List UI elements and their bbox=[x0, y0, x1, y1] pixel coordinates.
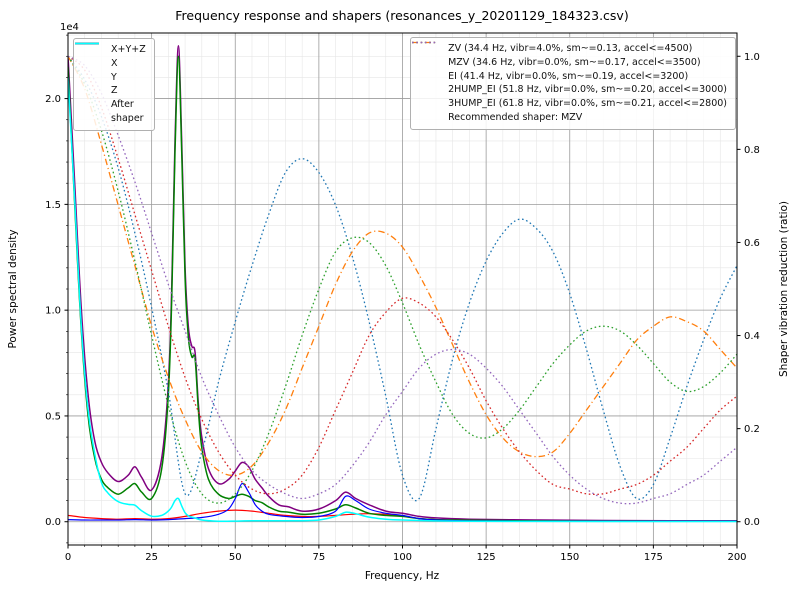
x-tick-label: 0 bbox=[65, 552, 71, 563]
chart-title: Frequency response and shapers (resonanc… bbox=[175, 8, 628, 23]
shaper-legend-entry: 2HUMP_EI (51.8 Hz, vibr=0.0%, sm~=0.20, … bbox=[412, 41, 727, 97]
right-y-tick-label: 0.0 bbox=[744, 517, 760, 528]
shaper-series-ZV bbox=[68, 55, 737, 502]
shaper-legend-entry: ZV (34.4 Hz, vibr=4.0%, sm~=0.13, accel<… bbox=[412, 41, 727, 56]
shaper-legend-entry: EI (41.4 Hz, vibr=0.0%, sm~=0.19, accel<… bbox=[412, 41, 727, 84]
shaper-series-2HUMP_EI bbox=[68, 55, 737, 496]
legend-label: X bbox=[111, 57, 118, 69]
psd-series-xyz bbox=[68, 44, 737, 522]
psd-legend-entry: X bbox=[75, 42, 146, 71]
x-tick-label: 150 bbox=[560, 552, 579, 563]
psd-series-z bbox=[68, 482, 737, 522]
x-tick-label: 125 bbox=[477, 552, 496, 563]
psd-legend-entry: Y bbox=[75, 42, 146, 85]
x-tick-label: 200 bbox=[727, 552, 746, 563]
legend-label: ZV (34.4 Hz, vibr=4.0%, sm~=0.13, accel<… bbox=[448, 43, 693, 54]
legend-label: Recommended shaper: MZV bbox=[448, 111, 583, 123]
shaper-series-3HUMP_EI bbox=[68, 55, 737, 505]
psd-legend: X+Y+Z X Y Z After shaper bbox=[73, 38, 155, 131]
legend-label: EI (41.4 Hz, vibr=0.0%, sm~=0.19, accel<… bbox=[448, 70, 689, 82]
shaper-series-MZV bbox=[68, 56, 737, 477]
shaper-legend: ZV (34.4 Hz, vibr=4.0%, sm~=0.13, accel<… bbox=[410, 37, 736, 130]
legend-label: X+Y+Z bbox=[111, 44, 146, 55]
x-tick-label: 100 bbox=[393, 552, 412, 563]
legend-label: Z bbox=[111, 85, 118, 97]
recommended-shaper-note: Recommended shaper: MZV bbox=[417, 111, 727, 125]
x-tick-label: 175 bbox=[644, 552, 663, 563]
psd-series-y bbox=[68, 55, 737, 522]
shaper-legend-entry: 3HUMP_EI (61.8 Hz, vibr=0.0%, sm~=0.21, … bbox=[412, 41, 727, 111]
x-axis-label: Frequency, Hz bbox=[365, 570, 440, 582]
psd-legend-entry: Z bbox=[75, 42, 146, 98]
right-y-tick-label: 0.6 bbox=[744, 238, 760, 249]
legend-label: After shaper bbox=[111, 99, 144, 124]
x-tick-label: 75 bbox=[313, 552, 326, 563]
shaper-series-EI bbox=[68, 55, 737, 504]
left-y-tick-label: 2.0 bbox=[45, 94, 61, 105]
left-y-tick-label: 0.0 bbox=[45, 517, 61, 528]
shaper-legend-entry: MZV (34.6 Hz, vibr=0.0%, sm~=0.17, accel… bbox=[412, 41, 727, 70]
right-y-tick-label: 0.2 bbox=[744, 424, 760, 435]
left-y-tick-label: 0.5 bbox=[45, 411, 61, 422]
legend-label: MZV (34.6 Hz, vibr=0.0%, sm~=0.17, accel… bbox=[448, 56, 701, 68]
right-y-tick-label: 0.8 bbox=[744, 145, 760, 156]
series-layer bbox=[68, 44, 737, 523]
chart-layers: 0 25 50 75 100 125 150 175 200 0.0 0.5 1.0 1.5 2.0 0.0… bbox=[45, 32, 760, 563]
psd-legend-entry: After shaper bbox=[75, 42, 146, 126]
legend-label: 2HUMP_EI (51.8 Hz, vibr=0.0%, sm~=0.20, … bbox=[448, 84, 727, 96]
legend-label: Y bbox=[111, 71, 117, 83]
y-axis-offset-text: 1e4 bbox=[60, 22, 79, 33]
right-y-tick-label: 0.4 bbox=[744, 331, 760, 342]
psd-series-after-shaper bbox=[68, 77, 737, 523]
legend-label: 3HUMP_EI (61.8 Hz, vibr=0.0%, sm~=0.21, … bbox=[448, 98, 727, 110]
right-y-tick-label: 1.0 bbox=[744, 52, 760, 63]
left-y-tick-label: 1.0 bbox=[45, 306, 61, 317]
left-y-axis-label: Power spectral density bbox=[7, 229, 19, 348]
x-tick-label: 50 bbox=[229, 552, 242, 563]
left-y-tick-label: 1.5 bbox=[45, 200, 61, 211]
x-tick-label: 25 bbox=[145, 552, 158, 563]
right-y-axis-label: Shaper vibration reduction (ratio) bbox=[778, 201, 790, 377]
ticks: 0 25 50 75 100 125 150 175 200 0.0 0.5 1.0 1.5 2.0 0.0… bbox=[45, 34, 760, 563]
